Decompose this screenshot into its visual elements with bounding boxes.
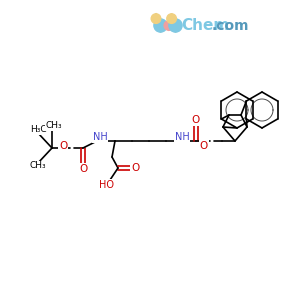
Circle shape [167, 14, 176, 23]
Text: O: O [59, 141, 67, 151]
Text: CH₃: CH₃ [30, 161, 46, 170]
Text: O: O [79, 164, 87, 174]
Circle shape [164, 21, 174, 30]
Text: NH: NH [175, 132, 189, 142]
Text: O: O [131, 163, 139, 173]
Text: O: O [200, 141, 208, 151]
Text: NH: NH [93, 132, 107, 142]
Circle shape [154, 19, 167, 32]
Circle shape [151, 14, 161, 23]
Circle shape [169, 19, 182, 32]
Text: HO: HO [98, 180, 113, 190]
Text: Chem: Chem [182, 18, 230, 33]
Text: .com: .com [212, 19, 249, 32]
Text: CH₃: CH₃ [46, 122, 62, 130]
Text: H₃C: H₃C [30, 125, 46, 134]
Text: O: O [192, 115, 200, 125]
